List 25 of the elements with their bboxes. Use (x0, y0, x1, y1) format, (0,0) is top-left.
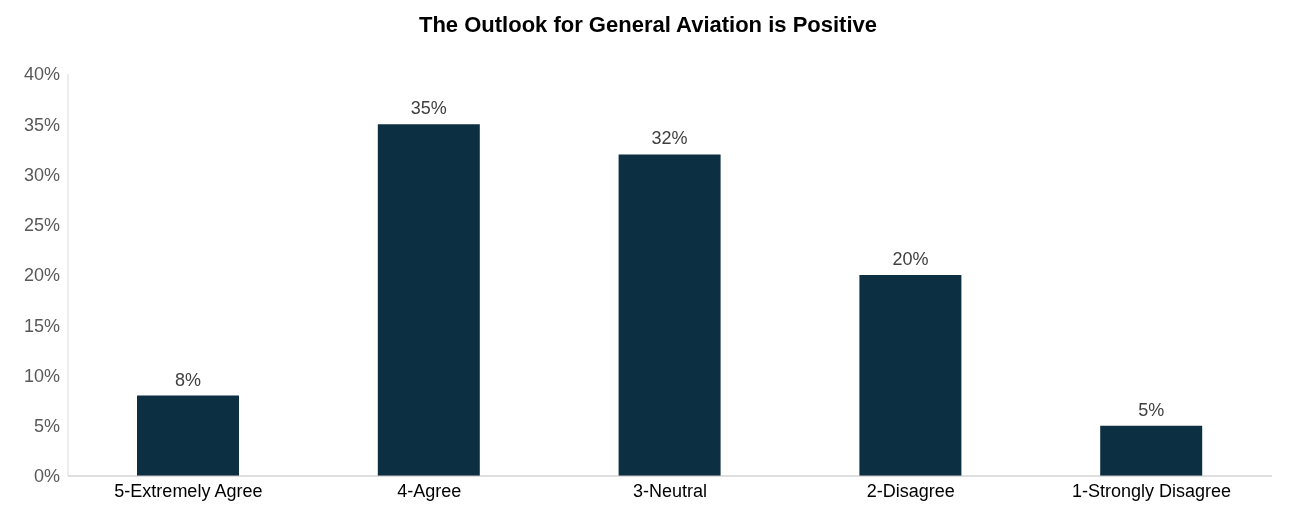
x-tick-label: 1-Strongly Disagree (1072, 480, 1232, 501)
data-label: 20% (892, 249, 929, 269)
bar (377, 124, 480, 476)
y-tick-label: 15% (23, 315, 60, 336)
data-label: 32% (651, 128, 688, 149)
data-label: 35% (410, 98, 447, 119)
chart-title: The Outlook for General Aviation is Positive (418, 11, 878, 39)
x-tick-label: 4-Agree (397, 480, 462, 501)
y-tick-label: 25% (23, 215, 60, 236)
y-tick-label: 30% (23, 164, 60, 185)
y-tick-label: 35% (23, 114, 60, 135)
x-tick-label: 5-Extremely Agree (114, 480, 263, 501)
bar (1100, 425, 1203, 476)
bar (859, 275, 962, 476)
data-label: 8% (174, 369, 202, 390)
data-label: 5% (1138, 399, 1165, 420)
x-tick-label: 3-Neutral (632, 480, 708, 501)
y-tick-label: 20% (23, 265, 60, 286)
y-tick-label: 0% (33, 466, 60, 487)
bar (618, 154, 721, 476)
y-tick-label: 40% (23, 64, 60, 85)
bar (137, 395, 239, 476)
y-tick-label: 5% (33, 416, 60, 437)
x-tick-label: 2-Disagree (866, 480, 955, 501)
y-tick-label: 10% (23, 365, 60, 386)
